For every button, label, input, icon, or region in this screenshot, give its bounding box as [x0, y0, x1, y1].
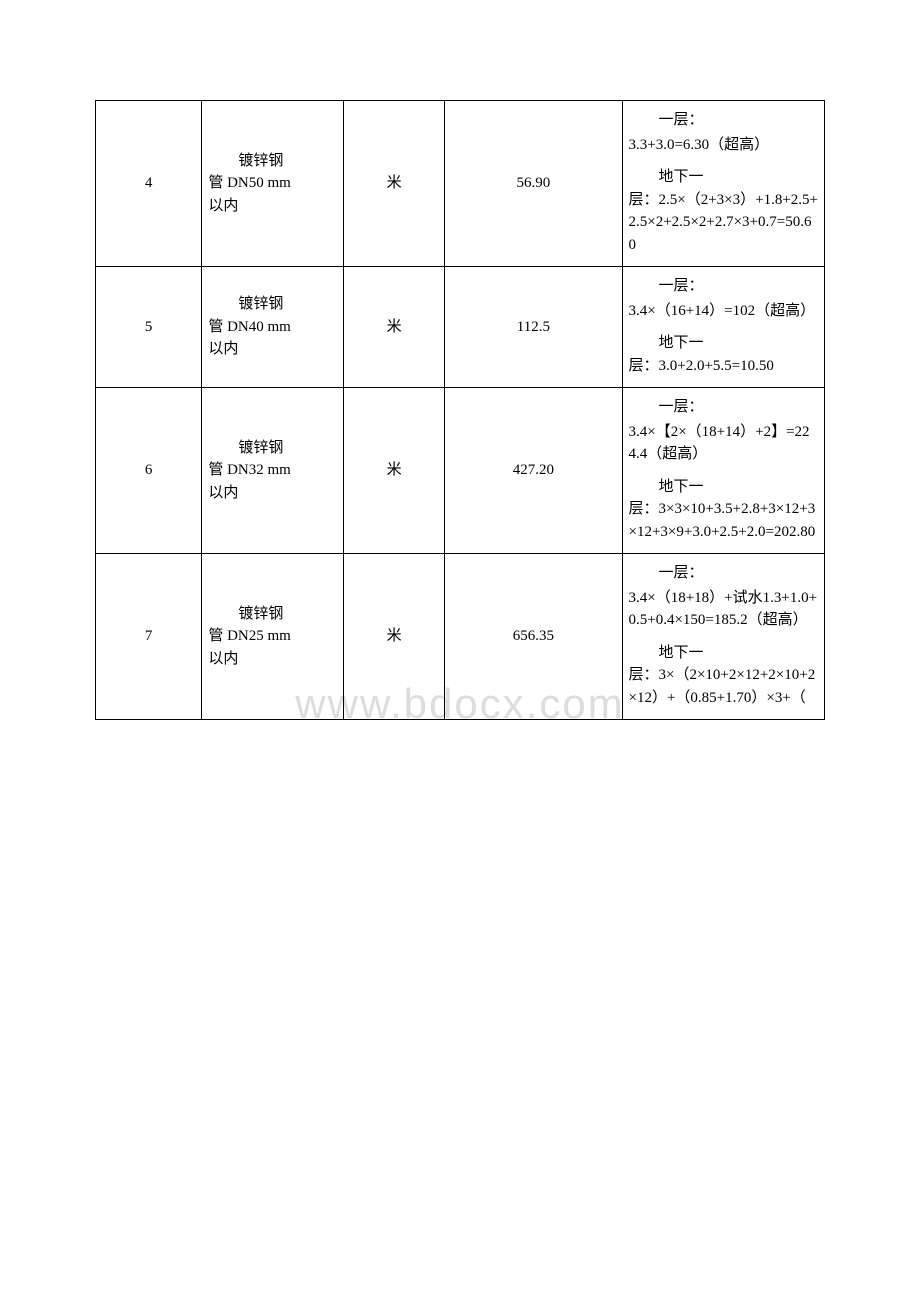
calc-line: 一层： — [629, 396, 819, 419]
calc-line: 地下一 — [629, 166, 819, 189]
data-table: 4 镀锌钢 管 DN50 mm 以内 米 56.90 一层： 3.3+3.0=6… — [95, 100, 825, 720]
quantity: 112.5 — [445, 267, 622, 388]
calc-line: 地下一 — [629, 642, 819, 665]
name-line: 管 DN25 mm — [208, 625, 337, 648]
unit: 米 — [344, 101, 445, 267]
calculation: 一层： 3.4×【2×（18+14）+2】=224.4（超高） 地下一 层：3×… — [622, 388, 825, 554]
item-name: 镀锌钢 管 DN40 mm 以内 — [202, 267, 344, 388]
row-number: 6 — [96, 388, 202, 554]
calculation: 一层： 3.3+3.0=6.30（超高） 地下一 层：2.5×（2+3×3）+1… — [622, 101, 825, 267]
calc-line: 层：3×（2×10+2×12+2×10+2×12）+（0.85+1.70）×3+… — [629, 664, 819, 709]
calc-line: 3.4×【2×（18+14）+2】=224.4（超高） — [629, 421, 819, 466]
quantity: 56.90 — [445, 101, 622, 267]
name-line: 以内 — [208, 482, 337, 505]
name-line: 以内 — [208, 648, 337, 671]
item-name: 镀锌钢 管 DN25 mm 以内 — [202, 554, 344, 720]
unit: 米 — [344, 554, 445, 720]
name-line: 镀锌钢 — [208, 603, 337, 626]
calc-line: 层：3×3×10+3.5+2.8+3×12+3×12+3×9+3.0+2.5+2… — [629, 498, 819, 543]
table-row: 6 镀锌钢 管 DN32 mm 以内 米 427.20 一层： 3.4×【2×（… — [96, 388, 825, 554]
table-row: 4 镀锌钢 管 DN50 mm 以内 米 56.90 一层： 3.3+3.0=6… — [96, 101, 825, 267]
name-line: 以内 — [208, 338, 337, 361]
row-number: 5 — [96, 267, 202, 388]
name-line: 镀锌钢 — [208, 150, 337, 173]
calc-line: 3.4×（18+18）+试水1.3+1.0+0.5+0.4×150=185.2（… — [629, 587, 819, 632]
row-number: 4 — [96, 101, 202, 267]
item-name: 镀锌钢 管 DN32 mm 以内 — [202, 388, 344, 554]
calc-line: 一层： — [629, 109, 819, 132]
calc-line: 层：2.5×（2+3×3）+1.8+2.5+2.5×2+2.5×2+2.7×3+… — [629, 189, 819, 257]
quantity: 656.35 — [445, 554, 622, 720]
calc-line: 地下一 — [629, 332, 819, 355]
table-row: 5 镀锌钢 管 DN40 mm 以内 米 112.5 一层： 3.4×（16+1… — [96, 267, 825, 388]
name-line: 镀锌钢 — [208, 437, 337, 460]
name-line: 以内 — [208, 195, 337, 218]
quantity: 427.20 — [445, 388, 622, 554]
calculation: 一层： 3.4×（16+14）=102（超高） 地下一 层：3.0+2.0+5.… — [622, 267, 825, 388]
table-row: 7 镀锌钢 管 DN25 mm 以内 米 656.35 一层： 3.4×（18+… — [96, 554, 825, 720]
name-line: 管 DN40 mm — [208, 316, 337, 339]
item-name: 镀锌钢 管 DN50 mm 以内 — [202, 101, 344, 267]
row-number: 7 — [96, 554, 202, 720]
unit: 米 — [344, 267, 445, 388]
name-line: 管 DN32 mm — [208, 459, 337, 482]
calc-line: 地下一 — [629, 476, 819, 499]
calc-line: 一层： — [629, 275, 819, 298]
calc-line: 层：3.0+2.0+5.5=10.50 — [629, 355, 819, 378]
calc-line: 3.4×（16+14）=102（超高） — [629, 300, 819, 323]
calc-line: 一层： — [629, 562, 819, 585]
calculation: 一层： 3.4×（18+18）+试水1.3+1.0+0.5+0.4×150=18… — [622, 554, 825, 720]
unit: 米 — [344, 388, 445, 554]
name-line: 镀锌钢 — [208, 293, 337, 316]
name-line: 管 DN50 mm — [208, 172, 337, 195]
calc-line: 3.3+3.0=6.30（超高） — [629, 134, 819, 157]
